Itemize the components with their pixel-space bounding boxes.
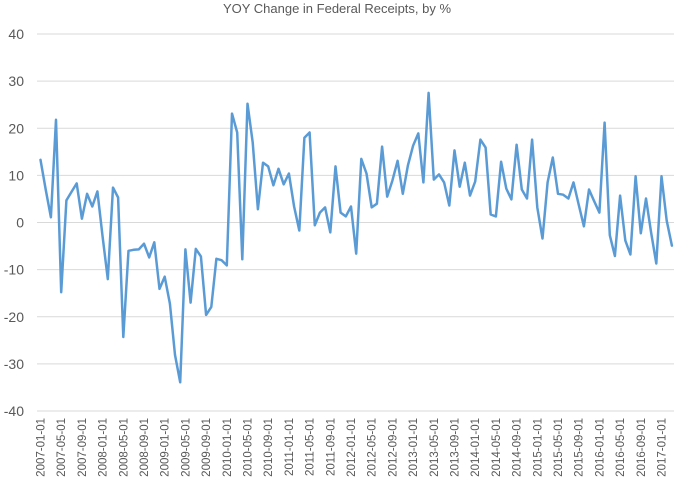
y-tick-label: -40 <box>4 403 24 419</box>
chart-title: YOY Change in Federal Receipts, by % <box>222 1 452 16</box>
x-tick-label: 2009-05-01 <box>180 418 192 477</box>
x-tick-label: 2007-01-01 <box>36 418 48 477</box>
x-tick-label: 2010-01-01 <box>222 418 234 477</box>
x-tick-label: 2011-09-01 <box>325 418 337 476</box>
x-tick-label: 2015-05-01 <box>553 418 565 477</box>
x-tick-label: 2015-09-01 <box>574 418 586 477</box>
x-tick-label: 2013-09-01 <box>450 418 462 477</box>
x-tick-label: 2016-01-01 <box>594 418 606 477</box>
x-tick-label: 2008-01-01 <box>98 418 110 477</box>
x-tick-label: 2013-01-01 <box>408 418 420 477</box>
x-tick-label: 2009-09-01 <box>201 418 213 477</box>
x-tick-label: 2015-01-01 <box>532 418 544 477</box>
y-tick-label: -20 <box>4 309 24 325</box>
y-tick-label: -30 <box>4 356 24 372</box>
x-tick-label: 2014-01-01 <box>470 418 482 477</box>
y-axis-labels: 40 30 20 10 0 -10 -20 -30 -40 <box>4 26 24 419</box>
x-tick-label: 2010-05-01 <box>243 418 255 477</box>
x-tick-label: 2008-05-01 <box>118 418 130 477</box>
x-tick-label: 2010-09-01 <box>263 418 275 477</box>
x-tick-label: 2012-05-01 <box>367 418 379 477</box>
x-tick-label: 2012-01-01 <box>346 418 358 477</box>
x-tick-label: 2011-05-01 <box>305 418 317 476</box>
y-tick-label: 20 <box>8 120 24 136</box>
x-tick-label: 2007-05-01 <box>56 418 68 477</box>
series-line-federal-receipts <box>39 91 674 384</box>
y-tick-label: 10 <box>8 167 24 183</box>
x-axis-labels: 2007-01-01 2007-05-01 2007-09-01 2008-01-01… <box>36 418 669 477</box>
x-tick-label: 2009-01-01 <box>160 418 172 477</box>
x-tick-label: 2008-09-01 <box>139 418 151 477</box>
x-tick-label: 2014-09-01 <box>512 418 524 477</box>
y-tick-label: 40 <box>8 26 24 42</box>
x-tick-label: 2011-01-01 <box>284 418 296 476</box>
y-tick-label: 0 <box>16 215 24 231</box>
x-tick-label: 2016-09-01 <box>636 418 648 477</box>
y-tick-label: 30 <box>8 73 24 89</box>
x-tick-label: 2012-09-01 <box>387 418 399 477</box>
x-tick-label: 2007-09-01 <box>77 418 89 477</box>
x-tick-label: 2016-05-01 <box>615 418 627 477</box>
x-tick-label: 2014-05-01 <box>491 418 503 477</box>
gridlines <box>37 33 674 412</box>
x-tick-label: 2013-05-01 <box>429 418 441 477</box>
y-tick-label: -10 <box>4 262 24 278</box>
x-tick-label: 2017-01-01 <box>657 418 669 477</box>
